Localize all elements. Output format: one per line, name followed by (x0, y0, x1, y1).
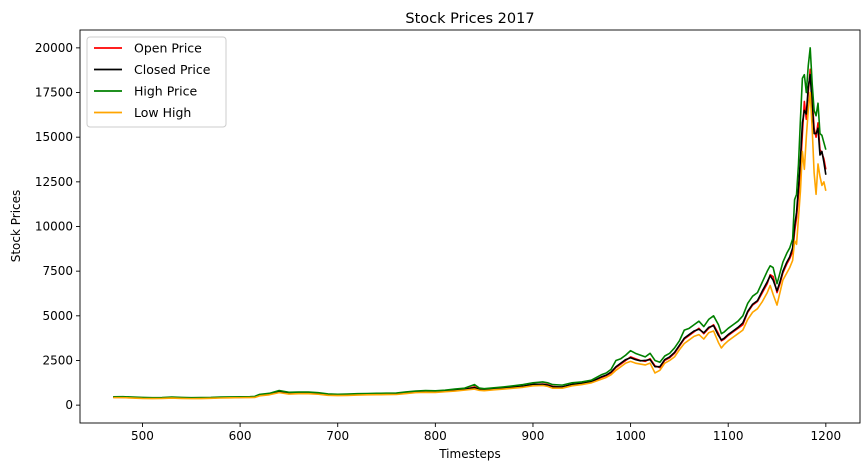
x-tick-label: 900 (522, 429, 545, 443)
x-tick-label: 1200 (811, 429, 842, 443)
y-tick-label: 7500 (42, 264, 73, 278)
y-tick-label: 17500 (35, 86, 73, 100)
chart-title: Stock Prices 2017 (405, 11, 534, 27)
y-axis-label: Stock Prices (9, 190, 23, 263)
x-tick-label: 1100 (713, 429, 744, 443)
x-tick-label: 700 (326, 429, 349, 443)
x-tick-label: 600 (229, 429, 252, 443)
legend-box (86, 36, 227, 128)
legend-label-open-price: Open Price (134, 41, 202, 56)
y-axis: 0 2500 5000 7500 10000 12500 15000 17500 20000 (35, 41, 80, 412)
x-tick-label: 1000 (615, 429, 646, 443)
y-tick-label: 0 (65, 398, 73, 412)
x-tick-label: 500 (131, 429, 154, 443)
series-layer (113, 47, 827, 400)
x-axis-label: Timesteps (438, 447, 501, 461)
y-tick-label: 5000 (42, 309, 73, 323)
x-tick-label: 800 (424, 429, 447, 443)
legend: Open Price Closed Price High Price Low High (86, 36, 227, 128)
y-tick-label: 12500 (35, 175, 73, 189)
legend-entries: Open Price Closed Price High Price Low High (94, 41, 211, 120)
y-tick-label: 20000 (35, 41, 73, 55)
y-tick-label: 10000 (35, 220, 73, 234)
x-axis: 500 600 700 800 900 1000 1100 1200 (131, 423, 841, 443)
series-line-high-price (113, 47, 827, 399)
series-line-low-high (113, 91, 827, 400)
y-tick-label: 15000 (35, 130, 73, 144)
legend-label-low-high: Low High (134, 105, 191, 120)
legend-label-high-price: High Price (134, 84, 198, 99)
y-tick-label: 2500 (42, 353, 73, 367)
legend-label-closed-price: Closed Price (134, 62, 211, 77)
